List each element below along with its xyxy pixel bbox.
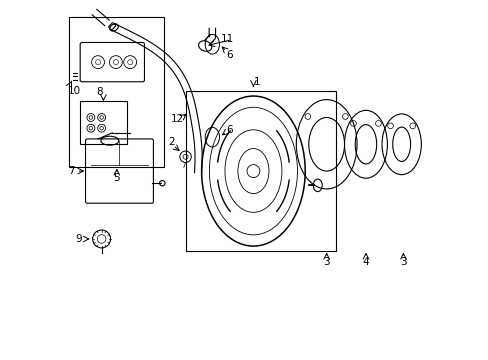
Text: 9: 9 [75, 234, 82, 244]
Bar [69, 18, 164, 167]
Text: 6: 6 [226, 50, 233, 60]
Text: 1: 1 [253, 77, 260, 87]
Text: 6: 6 [226, 125, 233, 135]
Text: 11: 11 [220, 34, 233, 44]
Text: 7: 7 [68, 166, 75, 176]
Bar [185, 91, 335, 251]
Text: 8: 8 [96, 87, 103, 98]
Text: 3: 3 [399, 257, 406, 267]
Bar [80, 102, 126, 144]
Text: 3: 3 [323, 257, 329, 267]
Text: 5: 5 [113, 173, 120, 183]
Text: 2: 2 [167, 138, 174, 148]
Text: 10: 10 [67, 86, 81, 96]
Text: 4: 4 [362, 257, 368, 267]
Text: 12: 12 [170, 114, 183, 124]
